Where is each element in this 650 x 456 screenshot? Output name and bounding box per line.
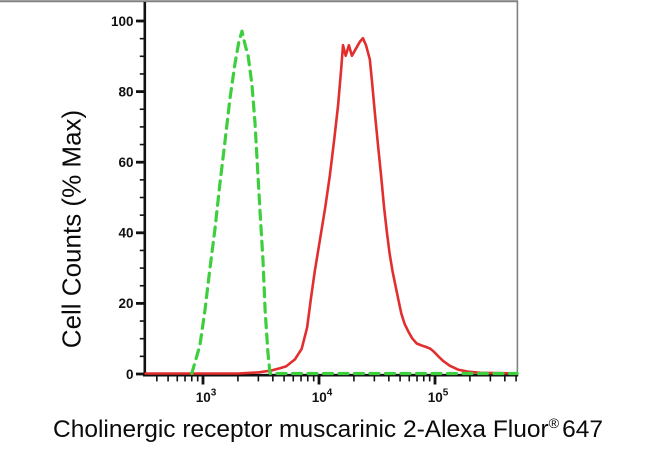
x-tick-label: 104 <box>312 388 333 406</box>
x-tick-label: 105 <box>428 388 449 406</box>
y-axis-title: Cell Counts (% Max) <box>56 109 87 349</box>
x-axis-title-suffix: 647 <box>562 416 603 444</box>
x-axis-title: Cholinergic receptor muscarinic 2-Alexa … <box>0 416 650 444</box>
y-tick-label: 20 <box>118 296 133 311</box>
y-tick-label: 60 <box>118 155 133 170</box>
x-tick-label: 103 <box>196 388 217 406</box>
y-tick-label: 100 <box>111 14 134 29</box>
red-solid-curve <box>144 36 519 375</box>
green-dashed-curve <box>190 29 519 376</box>
y-tick-label: 40 <box>118 226 133 241</box>
y-tick-label: 0 <box>126 367 134 382</box>
registered-trademark-symbol: ® <box>548 416 560 432</box>
y-tick-label: 80 <box>118 84 133 99</box>
x-axis-title-main: Cholinergic receptor muscarinic 2-Alexa … <box>53 416 549 444</box>
